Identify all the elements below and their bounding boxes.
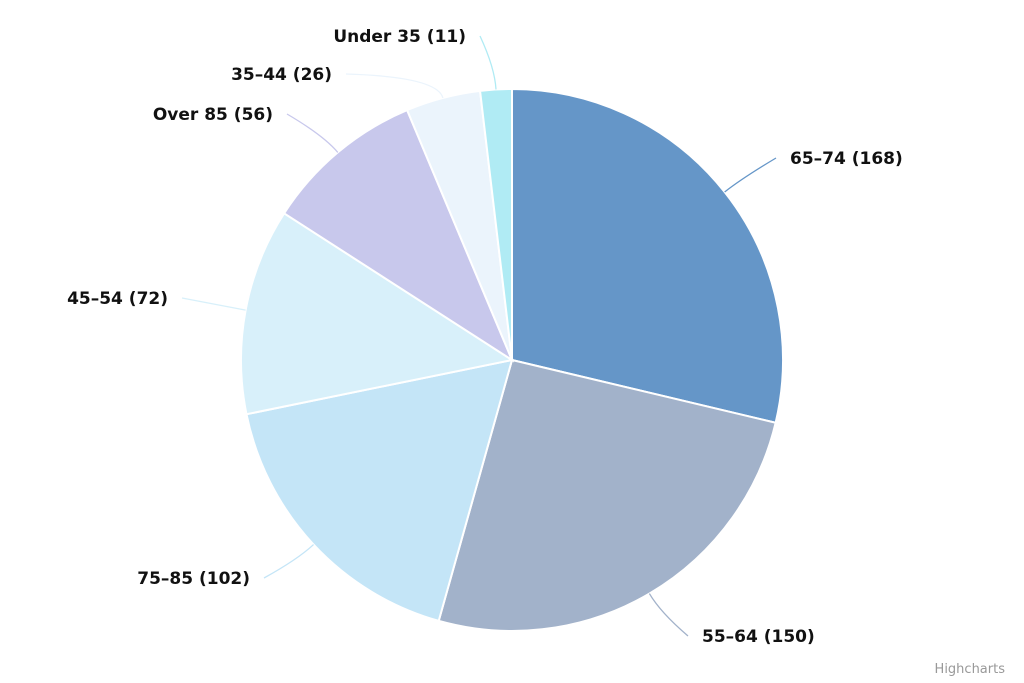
- label-connector-over-85-56: [286, 113, 339, 153]
- data-label-35-44-26: 35–44 (26): [231, 65, 332, 85]
- label-connector-35-44-26: [345, 73, 444, 99]
- credits-text[interactable]: Highcharts: [935, 662, 1006, 677]
- pie-slice-45-54-72[interactable]: [240, 211, 515, 416]
- label-connector-75-85-102: [263, 544, 314, 579]
- pie-slice-65-74-168[interactable]: [511, 87, 784, 424]
- data-label-over-85-56: Over 85 (56): [153, 105, 273, 125]
- label-connector-55-64-150: [648, 593, 689, 637]
- label-connector-45-54-72: [181, 297, 246, 311]
- pie-slice-55-64-150[interactable]: [437, 358, 777, 632]
- pie-slice-under-35-11[interactable]: [478, 87, 513, 361]
- data-label-55-64-150: 55–64 (150): [702, 627, 815, 647]
- data-label-65-74-168: 65–74 (168): [790, 149, 903, 169]
- pie-slice-75-85-102[interactable]: [245, 358, 514, 623]
- label-connector-65-74-168: [724, 157, 777, 193]
- data-label-under-35-11: Under 35 (11): [333, 27, 466, 47]
- data-label-45-54-72: 45–54 (72): [67, 289, 168, 309]
- data-label-75-85-102: 75–85 (102): [137, 569, 250, 589]
- label-connectors: [181, 35, 777, 637]
- label-connector-under-35-11: [479, 35, 497, 90]
- pie-slice-over-85-56[interactable]: [282, 108, 515, 363]
- pie-slices: [240, 87, 784, 632]
- data-labels: 65–74 (168) 55–64 (150) 75–85 (102) 45–54 (…: [67, 27, 903, 647]
